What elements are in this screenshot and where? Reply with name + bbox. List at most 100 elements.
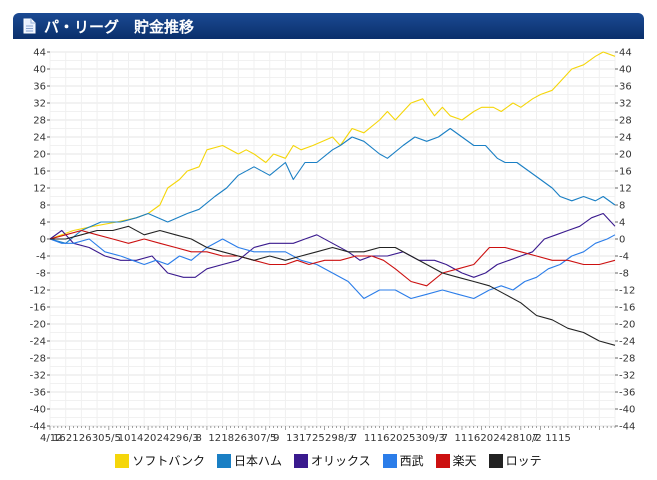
y-tick-label-right: -36 — [619, 388, 635, 399]
chart-title-bar: パ・リーグ 貯金推移 — [13, 13, 644, 39]
x-tick-label: 28 — [506, 433, 519, 444]
legend-label: 西武 — [399, 454, 424, 468]
page-title: パ・リーグ 貯金推移 — [44, 17, 195, 36]
x-tick-label: 9 — [273, 433, 279, 444]
y-tick-label-left: 12 — [33, 184, 46, 195]
y-tick-label-left: 24 — [33, 133, 46, 144]
x-tick-label: 25 — [312, 433, 325, 444]
y-tick-label-left: -12 — [30, 286, 46, 297]
legend-swatch — [115, 453, 130, 468]
y-tick-label-right: -12 — [619, 286, 635, 297]
x-tick-label: 30 — [416, 433, 429, 444]
x-tick-label: 16 — [377, 433, 390, 444]
y-tick-label-right: 44 — [619, 48, 632, 59]
x-tick-label: 11 — [455, 433, 468, 444]
x-tick-label: 20 — [480, 433, 493, 444]
y-tick-label-left: -24 — [30, 337, 46, 348]
legend-label: 楽天 — [452, 454, 477, 468]
y-tick-label-right: 28 — [619, 116, 632, 127]
legend-item: オリックス — [293, 452, 371, 469]
document-icon — [23, 18, 36, 34]
y-tick-label-right: 4 — [619, 218, 625, 229]
legend-swatch — [435, 453, 450, 468]
legend-label: オリックス — [310, 454, 371, 468]
x-tick-label: 20 — [390, 433, 403, 444]
y-tick-label-left: -36 — [30, 388, 46, 399]
x-tick-label: 24 — [493, 433, 506, 444]
legend-item: ロッテ — [488, 452, 542, 469]
x-tick-label: 30 — [247, 433, 260, 444]
y-tick-label-right: 0 — [619, 235, 625, 246]
legend-label: 日本ハム — [233, 454, 282, 468]
y-tick-label-right: 24 — [619, 133, 632, 144]
x-tick-label: 4/12 — [40, 433, 62, 444]
legend-item: 日本ハム — [216, 452, 282, 469]
legend-swatch — [216, 453, 231, 468]
line-chart: -44 -44-40 -40-36 -36-32 -32-28 -28-24 -24-20-… — [30, 48, 636, 445]
x-tick-label: 21 — [66, 433, 79, 444]
y-tick-label-left: 4 — [40, 218, 46, 229]
x-tick-label: 5/5 — [105, 433, 121, 444]
y-tick-label-right: -4 — [619, 252, 629, 263]
x-tick-label: 7 — [442, 433, 448, 444]
legend-item: ソフトバンク — [115, 452, 205, 469]
x-tick-label: 9/3 — [429, 433, 445, 444]
y-tick-label-right: -20 — [619, 320, 635, 331]
y-tick-label-left: 28 — [33, 116, 46, 127]
series-line-4 — [49, 229, 616, 287]
x-tick-label: 26 — [79, 433, 92, 444]
legend-item: 西武 — [382, 452, 424, 469]
y-tick-label-right: -24 — [619, 337, 635, 348]
y-tick-label-left: 36 — [33, 82, 46, 93]
x-tick-label: 29 — [170, 433, 183, 444]
y-tick-label-left: 16 — [33, 167, 46, 178]
y-tick-label-left: -32 — [30, 371, 46, 382]
x-tick-label: 8/3 — [338, 433, 354, 444]
y-tick-label-right: -40 — [619, 405, 635, 416]
x-tick-label: 25 — [403, 433, 416, 444]
x-tick-label: 15 — [558, 433, 571, 444]
x-tick-label: 7 — [532, 433, 538, 444]
x-tick-label: 30 — [92, 433, 105, 444]
y-tick-label-left: -4 — [36, 252, 46, 263]
y-tick-label-left: -44 — [30, 422, 46, 433]
x-tick-label: 20 — [144, 433, 157, 444]
x-tick-label: 8 — [195, 433, 201, 444]
legend-swatch — [382, 453, 397, 468]
x-tick-label: 7/5 — [260, 433, 276, 444]
y-tick-label-left: -16 — [30, 303, 46, 314]
legend-swatch — [488, 453, 503, 468]
series-line-1 — [49, 127, 616, 244]
series-line-5 — [50, 225, 616, 346]
x-tick-label: 26 — [234, 433, 247, 444]
x-tick-label: 10 — [118, 433, 131, 444]
y-tick-label-left: 40 — [33, 65, 46, 76]
legend-swatch — [293, 453, 308, 468]
x-tick-label: 6/3 — [182, 433, 198, 444]
y-tick-label-left: 32 — [33, 99, 46, 110]
legend-label: ソフトバンク — [132, 454, 205, 468]
y-tick-label-right: 40 — [619, 65, 632, 76]
chart-legend: ソフトバンク 日本ハム オリックス 西武 楽天 ロッテ — [0, 452, 657, 469]
y-tick-label-right: -44 — [619, 422, 635, 433]
y-tick-label-right: 32 — [619, 99, 632, 110]
x-tick-label: 13 — [286, 433, 299, 444]
x-tick-label: 11 — [545, 433, 558, 444]
x-tick-label: 12 — [208, 433, 221, 444]
x-tick-label: 24 — [157, 433, 170, 444]
x-tick-label: 11 — [364, 433, 377, 444]
x-tick-label: 18 — [221, 433, 234, 444]
y-tick-label-left: -8 — [36, 269, 46, 280]
x-tick-label: 10/2 — [519, 433, 541, 444]
x-tick-label: 16 — [53, 433, 66, 444]
y-tick-label-right: -28 — [619, 354, 635, 365]
y-tick-label-left: 44 — [33, 48, 46, 59]
y-tick-label-left: 8 — [40, 201, 46, 212]
y-tick-label-right: 8 — [619, 201, 625, 212]
y-tick-label-right: -8 — [619, 269, 629, 280]
legend-label: ロッテ — [505, 454, 542, 468]
y-tick-label-left: 20 — [33, 150, 46, 161]
y-tick-label-right: -16 — [619, 303, 635, 314]
y-tick-label-left: -40 — [30, 405, 46, 416]
x-tick-label: 16 — [467, 433, 480, 444]
